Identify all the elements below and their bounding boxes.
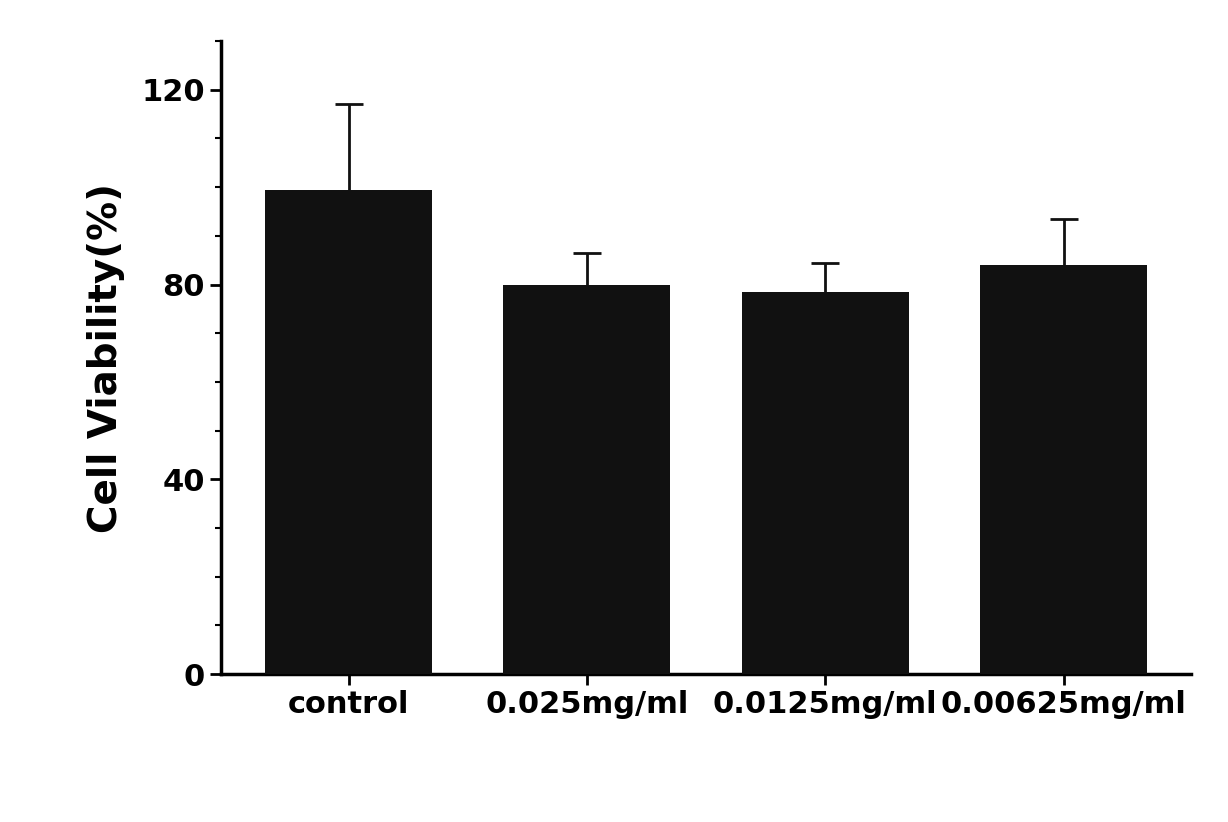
Bar <box>980 265 1147 674</box>
Bar <box>265 190 432 674</box>
Bar <box>742 292 909 674</box>
Y-axis label: Cell Viability(%): Cell Viability(%) <box>87 182 125 533</box>
Bar <box>503 284 670 674</box>
